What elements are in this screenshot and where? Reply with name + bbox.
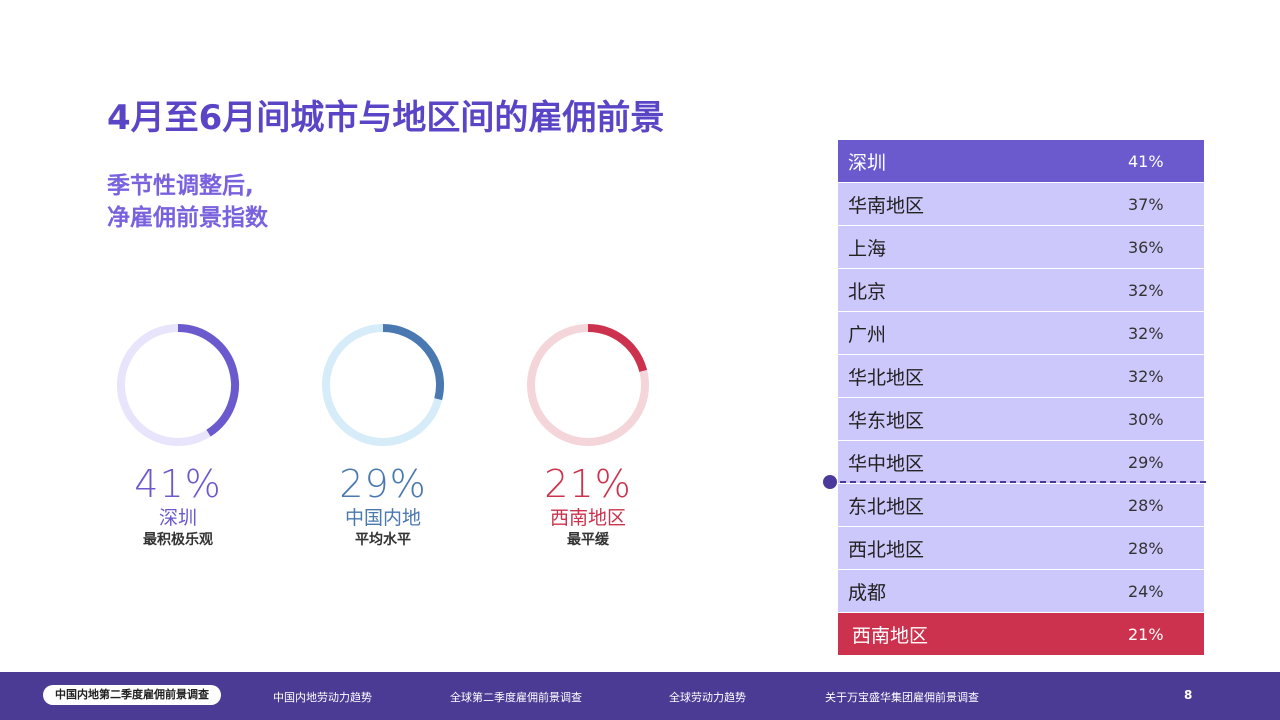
table-row: 华中地区 29% [838,441,1204,483]
row-value-label: 32% [1128,366,1164,386]
donut-percent: 29% [339,462,427,506]
donut-arc [382,324,444,401]
table-row: 西南地区 21% [838,613,1204,655]
table-row: 广州 32% [838,312,1204,354]
row-value-label: 36% [1128,237,1164,257]
subtitle-line-2: 净雇佣前景指数 [107,205,268,231]
table-row: 成都 24% [838,570,1204,612]
nav-item-global-trends[interactable]: 全球劳动力趋势 [669,691,746,704]
row-region-name: 西南地区 [852,624,929,647]
row-value-label: 24% [1128,581,1164,601]
row-region-name: 深圳 [848,151,887,174]
page-title: 4月至6月间城市与地区间的雇佣前景 [107,98,665,138]
row-value-label: 30% [1128,409,1164,429]
row-value-label: 28% [1128,495,1164,515]
nav-item-mainland-trends[interactable]: 中国内地劳动力趋势 [273,691,372,704]
donut-description: 平均水平 [355,532,411,548]
donut-chart-southwest [523,320,653,450]
donut-percent: 21% [544,462,632,506]
table-row: 华北地区 32% [838,355,1204,397]
row-value-label: 29% [1128,452,1164,472]
table-row: 华南地区 37% [838,183,1204,225]
row-region-name: 华北地区 [848,366,925,389]
donut-chart-shenzhen [113,320,243,450]
row-region-name: 华东地区 [848,409,925,432]
row-value-label: 28% [1128,538,1164,558]
row-value-label: 32% [1128,280,1164,300]
average-reference-line [830,481,1206,483]
donut-percent: 41% [134,462,222,506]
donut-caption-shenzhen: 41% 深圳 最积极乐观 [78,462,278,550]
table-row: 华东地区 30% [838,398,1204,440]
row-region-name: 华南地区 [848,194,925,217]
table-row: 西北地区 28% [838,527,1204,569]
row-region-name: 广州 [848,323,887,346]
average-reference-dot [823,475,837,489]
donut-caption-southwest: 21% 西南地区 最平缓 [488,462,688,550]
row-region-name: 成都 [848,581,887,604]
table-row: 东北地区 28% [838,484,1204,526]
donut-region: 西南地区 [549,507,626,529]
donut-svg [117,324,239,446]
nav-item-global-survey[interactable]: 全球第二季度雇佣前景调查 [450,691,582,704]
row-value-label: 41% [1128,151,1164,171]
nav-item-current[interactable]: 中国内地第二季度雇佣前景调查 [43,685,221,705]
table-row: 北京 32% [838,269,1204,311]
row-value-label: 21% [1128,624,1164,644]
row-region-name: 东北地区 [848,495,925,518]
donut-description: 最平缓 [567,532,609,548]
page-number: 8 [1184,688,1193,702]
row-region-name: 华中地区 [848,452,925,475]
donut-region: 深圳 [158,507,197,529]
donut-caption-mainland: 29% 中国内地 平均水平 [283,462,483,550]
donut-svg [322,324,444,446]
donut-arc [587,324,648,372]
donut-description: 最积极乐观 [143,532,213,548]
subtitle: 季节性调整后, 净雇佣前景指数 [107,170,268,234]
subtitle-line-1: 季节性调整后, [107,173,254,199]
nav-item-about[interactable]: 关于万宝盛华集团雇佣前景调查 [825,691,979,704]
region-ranking-table: 深圳 41% 华南地区 37% 上海 36% 北京 32% 广州 32% 华北地区 32% 华东地区 30… [838,140,1204,656]
donut-chart-mainland [318,320,448,450]
table-row: 深圳 41% [838,140,1204,182]
row-region-name: 西北地区 [848,538,925,561]
footer-nav: 中国内地第二季度雇佣前景调查 中国内地劳动力趋势 全球第二季度雇佣前景调查 全球… [0,672,1280,720]
donut-arc [177,324,239,437]
donut-svg [527,324,649,446]
donut-region: 中国内地 [344,507,421,529]
row-region-name: 上海 [848,237,887,260]
row-value-label: 37% [1128,194,1164,214]
table-row: 上海 36% [838,226,1204,268]
row-value-label: 32% [1128,323,1164,343]
row-region-name: 北京 [848,280,887,303]
